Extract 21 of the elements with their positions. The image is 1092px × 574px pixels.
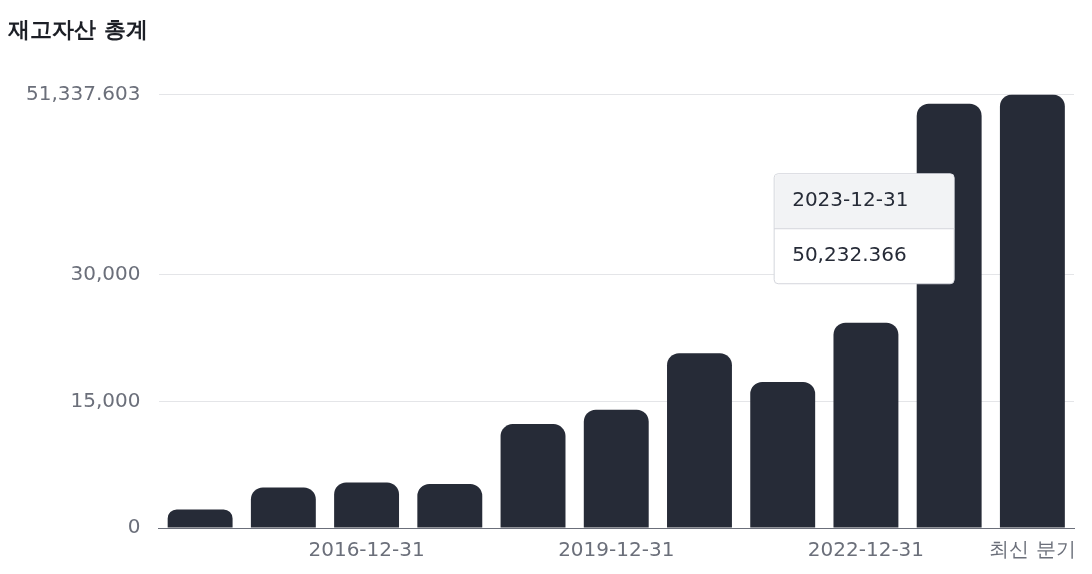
bar xyxy=(167,509,233,528)
bar xyxy=(417,484,483,528)
y-tick-label: 15,000 xyxy=(70,387,141,412)
y-tick-label: 51,337.603 xyxy=(26,80,141,105)
x-tick-label: 2022-12-31 xyxy=(807,537,925,562)
x-tick-label: 최신 분기 xyxy=(989,537,1076,562)
y-tick-label: 30,000 xyxy=(70,260,141,285)
bar xyxy=(667,353,732,528)
bar xyxy=(250,487,316,528)
bar xyxy=(750,381,816,528)
bar xyxy=(999,94,1065,528)
bar xyxy=(334,482,400,528)
bar xyxy=(583,409,649,528)
chart-title: 재고자산 총계 xyxy=(7,16,148,42)
annotation: 2023-12-31 xyxy=(792,187,909,212)
x-tick-label: 2019-12-31 xyxy=(558,537,675,562)
data-label: 50,232.366 xyxy=(792,242,907,267)
y-tick-label: 0 xyxy=(127,514,141,539)
bar xyxy=(833,322,899,528)
x-tick-label: 2016-12-31 xyxy=(308,537,425,562)
bar xyxy=(500,424,566,528)
